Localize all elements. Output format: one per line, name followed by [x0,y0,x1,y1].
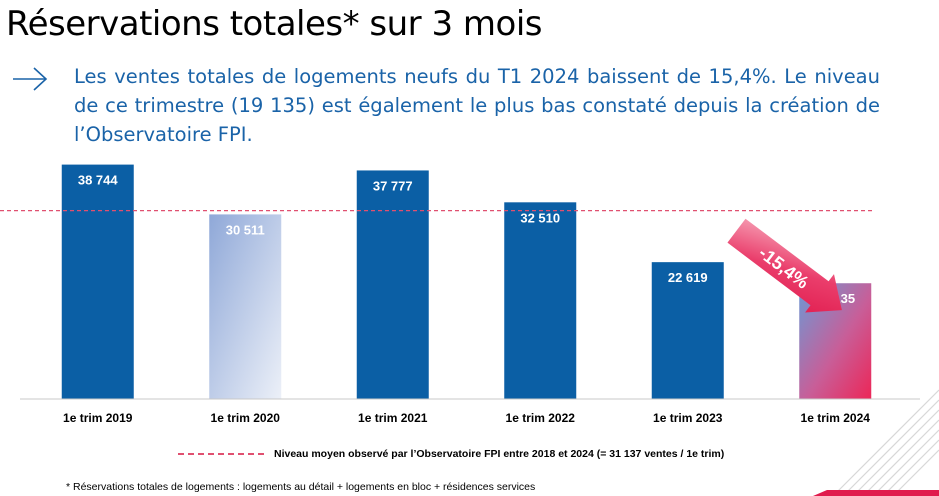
bar-3 [356,170,429,399]
bar-4 [504,202,577,399]
bar-value-label-3: 37 777 [373,178,413,193]
bar-value-label-4: 32 510 [520,210,560,225]
decline-arrow-icon [727,218,842,313]
x-tick-label-5: 1e trim 2023 [653,411,723,425]
bar-value-label-2: 30 511 [226,222,265,237]
footnote: * Réservations totales de logements : lo… [66,481,536,493]
legend-text: Niveau moyen observé par l’Observatoire … [274,448,725,460]
bar-value-label-1: 38 744 [78,173,119,188]
x-tick-label-1: 1e trim 2019 [63,411,133,425]
x-tick-label-6: 1e trim 2024 [801,411,871,425]
legend: Niveau moyen observé par l’Observatoire … [178,446,724,462]
bar-2 [209,214,282,399]
x-tick-label-3: 1e trim 2021 [358,411,428,425]
bar-5 [651,262,724,399]
bar-value-label-5: 22 619 [668,270,708,285]
bar-1 [61,164,134,399]
page-title: Réservations totales* sur 3 mois [6,4,543,44]
x-tick-label-4: 1e trim 2022 [506,411,576,425]
decorative-stripes [813,389,939,496]
legend-dashed-line [178,453,264,455]
right-arrow-icon [13,67,48,91]
intro-text: Les ventes totales de logements neufs du… [74,65,880,146]
x-tick-label-2: 1e trim 2020 [211,411,281,425]
